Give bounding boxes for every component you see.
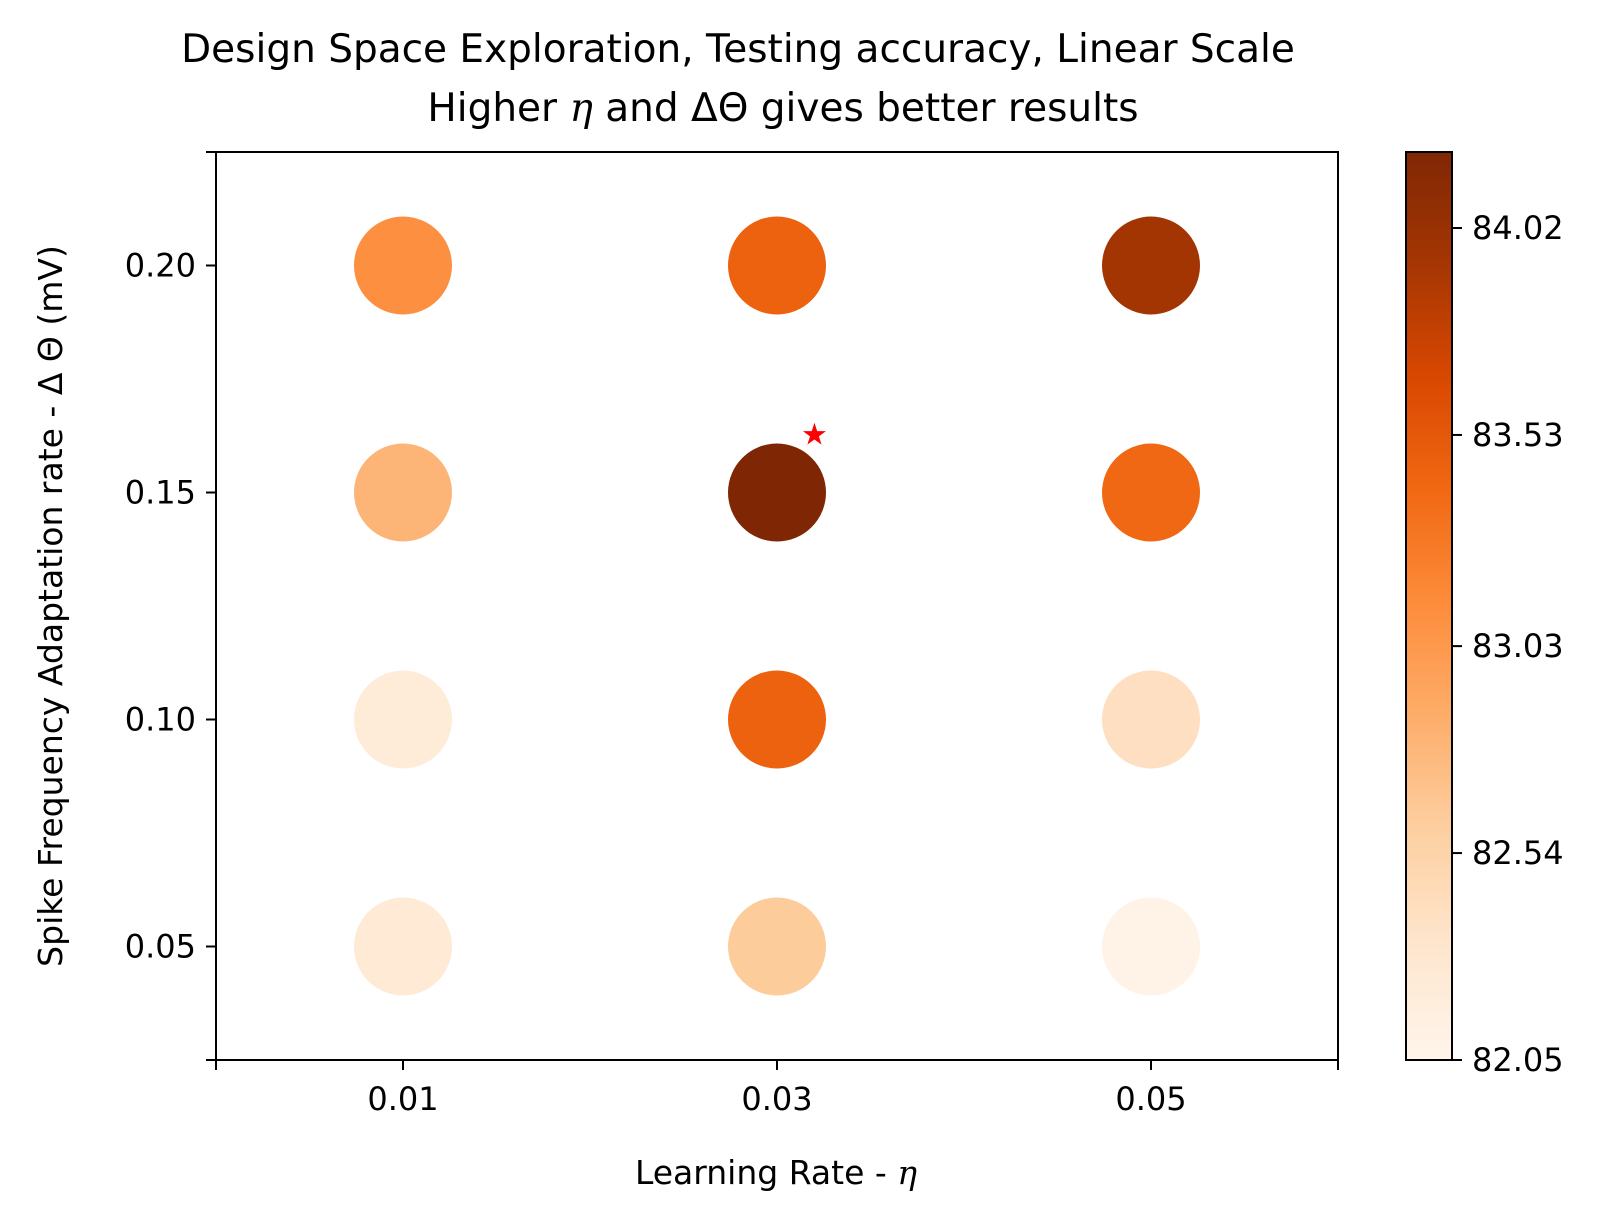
colorbar-tick-label: 84.02: [1472, 209, 1564, 247]
colorbar-tick-label: 82.54: [1472, 834, 1564, 872]
colorbar-tick-label: 83.53: [1472, 416, 1564, 454]
best-point-star-marker: ★: [801, 417, 828, 452]
colorbar-tick-label: 82.05: [1472, 1041, 1564, 1079]
scatter-point: [728, 216, 826, 315]
y-axis: 0.05 0.10 0.15 0.20: [125, 151, 216, 1061]
scatter-point: [354, 897, 452, 996]
x-tick-label: 0.03: [741, 1080, 812, 1118]
x-axis-label-eta: η: [897, 1153, 917, 1192]
subtitle-prefix: Higher: [427, 86, 569, 131]
scatter-point: [1102, 897, 1200, 996]
x-axis: 0.01 0.03 0.05: [215, 1060, 1339, 1118]
x-tick-label: 0.05: [1115, 1080, 1186, 1118]
x-axis-label: Learning Rate - η: [635, 1153, 917, 1192]
chart-title: Design Space Exploration, Testing accura…: [181, 27, 1295, 72]
chart-subtitle: Higher η and ΔΘ gives better results: [427, 86, 1138, 131]
x-axis-label-prefix: Learning Rate -: [635, 1153, 897, 1192]
scatter-point: [354, 216, 452, 315]
subtitle-suffix: and ΔΘ gives better results: [593, 86, 1139, 131]
x-tick-label: 0.01: [367, 1080, 438, 1118]
scatter-point: [354, 670, 452, 769]
colorbar-ticks: 82.05 82.54 83.03 83.53 84.02: [1452, 209, 1564, 1079]
plot-area: ★: [354, 216, 1200, 996]
scatter-point: [728, 897, 826, 996]
colorbar: [1405, 151, 1453, 1061]
subtitle-eta: η: [569, 86, 592, 131]
y-tick-label: 0.05: [125, 928, 196, 966]
scatter-point: [728, 443, 826, 542]
colorbar-tick-label: 83.03: [1472, 627, 1564, 665]
scatter-point: [354, 443, 452, 542]
scatter-point: [1102, 670, 1200, 769]
scatter-point: [1102, 443, 1200, 542]
scatter-point: [1102, 216, 1200, 315]
y-axis-label: Spike Frequency Adaptation rate - Δ Θ (m…: [31, 245, 70, 967]
y-tick-label: 0.20: [125, 247, 196, 285]
scatter-point: [728, 670, 826, 769]
y-tick-label: 0.10: [125, 701, 196, 739]
y-tick-label: 0.15: [125, 474, 196, 512]
